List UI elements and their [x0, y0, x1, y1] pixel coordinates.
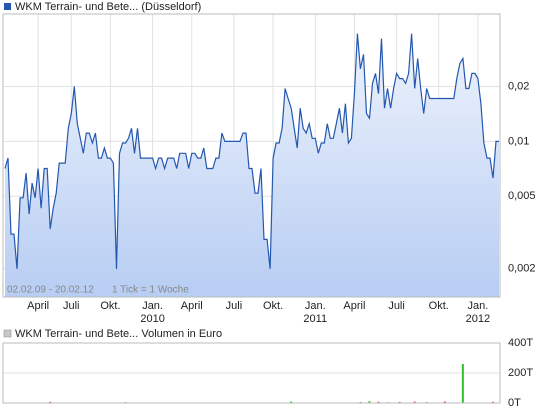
volume-bar	[461, 364, 464, 403]
legend-swatch	[3, 329, 12, 338]
volume-bar	[443, 401, 446, 403]
x-tick-label: Okt.	[429, 300, 449, 312]
y-tick-label: 200T	[508, 367, 533, 379]
y-tick-label: 0,02	[508, 80, 529, 92]
x-tick-label: Okt.	[263, 300, 283, 312]
volume-bar	[290, 401, 293, 403]
volume-bar	[49, 401, 52, 403]
y-tick-label: 0,01	[508, 135, 529, 147]
x-tick-label: Juli	[226, 300, 243, 312]
x-tick-label: April	[181, 300, 203, 312]
x-tick-label: Jan. 2010	[140, 300, 164, 325]
volume-bar	[398, 401, 401, 403]
x-tick-label: Juli	[388, 300, 405, 312]
area	[5, 33, 499, 297]
legend-label: WKM Terrain- und Bete... Volumen in Euro	[15, 328, 222, 340]
range-note: 02.02.09 - 20.02.12	[7, 285, 94, 296]
y-tick-label: 0,002	[508, 263, 536, 275]
x-tick-label: April	[343, 300, 365, 312]
plot-frame	[2, 13, 501, 298]
x-tick-label: Juli	[63, 300, 80, 312]
volume-bar	[413, 401, 416, 403]
y-tick-label: 400T	[508, 337, 533, 349]
volume-bar	[491, 401, 494, 403]
legend-label: WKM Terrain- und Bete... (Düsseldorf)	[15, 1, 201, 13]
x-tick-label: Jan. 2011	[303, 300, 327, 325]
x-tick-label: Okt.	[100, 300, 120, 312]
line	[4, 33, 499, 269]
y-tick-label: 0T	[508, 397, 521, 409]
legend-swatch	[4, 3, 11, 10]
volume-bar	[377, 401, 380, 403]
plot-frame	[2, 342, 501, 404]
tick-note: 1 Tick = 1 Woche	[112, 285, 189, 296]
x-tick-label: Jan. 2012	[466, 300, 490, 325]
y-tick-label: 0,005	[508, 190, 536, 202]
volume-bar	[368, 401, 371, 403]
x-tick-label: April	[27, 300, 49, 312]
